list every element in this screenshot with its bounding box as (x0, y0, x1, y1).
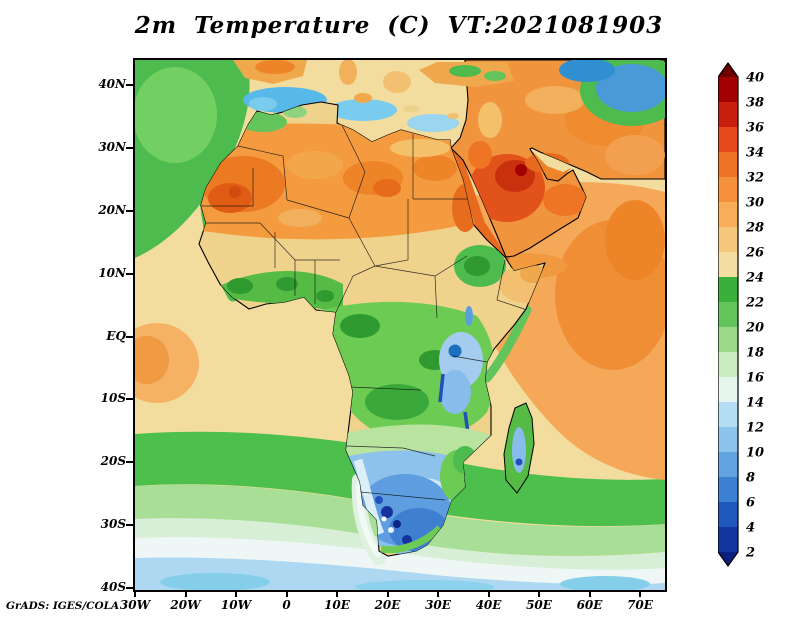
colorbar-cap-top (718, 63, 738, 77)
colorbar-label: 8 (746, 471, 755, 486)
colorbar-label: 32 (746, 171, 764, 186)
temperature-colorbar: 40 38 36 34 32 30 28 26 24 22 20 18 16 14 12 10 8 6 4 2 (717, 61, 788, 574)
colorbar-segment (718, 227, 738, 252)
colorbar-label: 36 (746, 121, 764, 136)
colorbar-segment (718, 152, 738, 177)
y-tick-label: 20N (98, 202, 126, 217)
y-tick-label: EQ (106, 328, 126, 343)
x-tick-label: 60E (576, 598, 603, 612)
y-tick-label: 10S (100, 391, 126, 406)
y-tick-mark (126, 209, 133, 212)
x-tick-label: 50E (526, 598, 552, 612)
colorbar-segment (718, 177, 738, 202)
x-tick-label: 10W (220, 598, 252, 612)
colorbar-segment (718, 377, 738, 402)
y-tick-mark (126, 335, 133, 338)
colorbar-segment (718, 527, 738, 552)
colorbar-segment (718, 427, 738, 452)
colorbar-label: 4 (746, 521, 755, 536)
colorbar-label: 20 (745, 321, 764, 336)
x-tick-label: 70E (627, 598, 653, 612)
colorbar-segment (718, 77, 738, 102)
colorbar-label: 24 (745, 271, 764, 286)
colorbar-label: 18 (746, 346, 764, 361)
africa-temperature-map (135, 60, 665, 590)
x-tick-label: 30E (425, 598, 451, 612)
y-tick-label: 40S (100, 580, 126, 594)
colorbar-label: 14 (746, 396, 764, 411)
colorbar-label: 40 (746, 71, 764, 86)
colorbar-segment (718, 402, 738, 427)
colorbar-label: 16 (746, 371, 764, 386)
y-tick-mark (126, 272, 133, 275)
x-tick-mark (588, 590, 591, 597)
colorbar-segment (718, 477, 738, 502)
x-tick-mark (538, 590, 540, 597)
y-tick-mark (126, 84, 133, 86)
x-tick-mark (487, 590, 490, 597)
x-tick-mark (134, 590, 136, 597)
x-tick-mark (437, 590, 439, 597)
y-tick-label: 40N (98, 77, 126, 91)
x-tick-label: 30W (119, 598, 151, 612)
colorbar-segment (718, 302, 738, 327)
x-tick-mark (336, 590, 338, 597)
y-tick-label: 30N (98, 139, 126, 154)
colorbar-label: 10 (746, 446, 764, 461)
x-tick-mark (184, 590, 187, 597)
colorbar-segment (718, 202, 738, 227)
x-tick-mark (235, 590, 237, 597)
colorbar-label: 2 (745, 546, 755, 561)
colorbar-segment (718, 327, 738, 352)
colorbar-segment (718, 352, 738, 377)
y-tick-mark (126, 587, 133, 589)
colorbar-label: 12 (746, 421, 764, 436)
colorbar-cap-bottom (718, 552, 738, 566)
colorbar-label: 30 (746, 196, 764, 211)
x-tick-label: 40E (475, 598, 502, 612)
colorbar-segment (718, 277, 738, 302)
x-tick-mark (386, 590, 389, 597)
colorbar-label: 22 (745, 296, 764, 311)
y-tick-label: 20S (100, 454, 126, 469)
y-tick-mark (126, 461, 133, 464)
credit-text: GrADS: IGES/COLA (6, 600, 120, 612)
x-tick-label: 20W (170, 598, 201, 612)
map-frame (133, 58, 667, 592)
colorbar-segment (718, 252, 738, 277)
y-tick-mark (126, 146, 133, 149)
x-tick-mark (285, 590, 288, 597)
x-tick-mark (639, 590, 641, 597)
colorbar-label: 26 (745, 246, 764, 261)
colorbar-label: 28 (745, 221, 764, 236)
colorbar-segment (718, 452, 738, 477)
colorbar-segment (718, 127, 738, 152)
y-tick-mark (126, 524, 133, 527)
colorbar-segment (718, 502, 738, 527)
x-tick-label: 0 (282, 598, 291, 612)
x-tick-label: 20E (374, 598, 401, 612)
y-tick-label: 10N (98, 265, 126, 280)
colorbar-label: 34 (746, 146, 764, 161)
colorbar-label: 38 (746, 96, 764, 111)
plot-title: 2m Temperature (C) VT:2021081903 (134, 12, 664, 39)
y-tick-mark (126, 398, 133, 401)
colorbar-label: 6 (746, 496, 755, 511)
colorbar-segment (718, 102, 738, 127)
x-tick-label: 10E (324, 598, 350, 612)
colorbar-svg: 40 38 36 34 32 30 28 26 24 22 20 18 16 14 12 10 8 6 4 2 (717, 61, 764, 568)
y-tick-label: 30S (100, 517, 126, 532)
